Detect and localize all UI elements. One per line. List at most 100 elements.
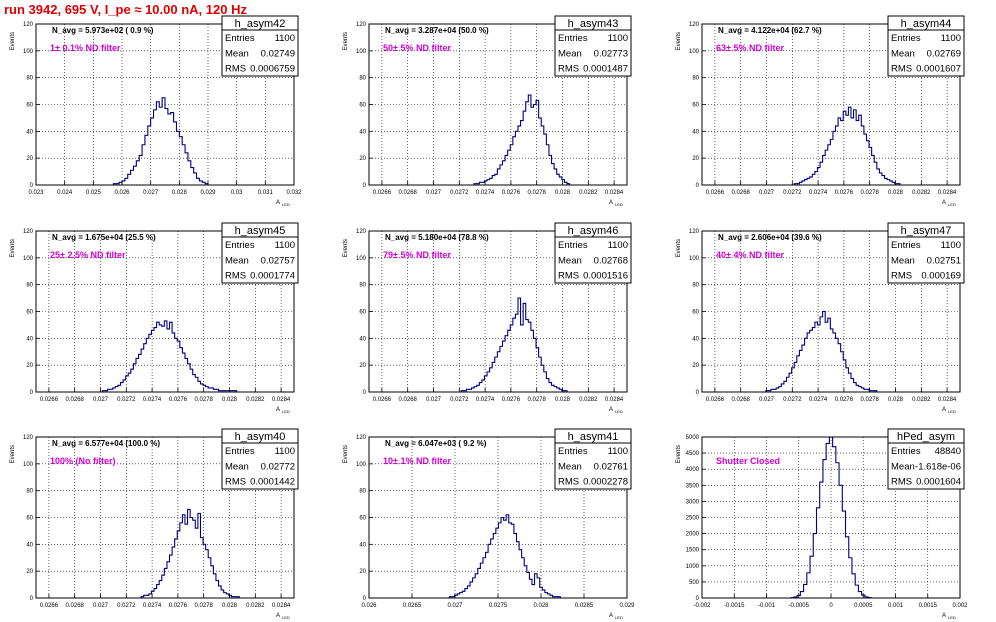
stats-box: [887, 428, 965, 490]
x-axis-label-subscript: LED: [948, 202, 956, 207]
stats-value-mean: 0.02768: [594, 255, 628, 266]
x-tick-label: -0.0015: [724, 603, 745, 609]
x-tick-label: 0.027: [759, 190, 775, 196]
stats-value-mean: -1.618e-06: [915, 461, 961, 472]
stats-label-entries: Entries: [225, 33, 255, 44]
x-axis-label-subscript: LED: [948, 615, 956, 620]
y-tick-label: 80: [359, 76, 366, 82]
x-tick-label: -0.0005: [789, 603, 810, 609]
stats-label-entries: Entries: [558, 33, 588, 44]
y-tick-label: 0: [30, 183, 34, 189]
y-tick-label: 0: [696, 596, 700, 602]
x-axis-label-subscript: LED: [948, 409, 956, 414]
y-tick-label: 60: [359, 310, 366, 316]
y-tick-label: 20: [359, 363, 366, 369]
x-tick-label: 0.0284: [938, 397, 957, 403]
y-tick-label: 80: [692, 76, 699, 82]
x-tick-label: 0.029: [619, 603, 635, 609]
x-tick-label: 0.023: [28, 190, 44, 196]
y-tick-label: 100: [23, 49, 34, 55]
x-tick-label: 0.0274: [476, 190, 495, 196]
x-tick-label: 0.0282: [579, 190, 598, 196]
stats-label-mean: Mean: [558, 48, 582, 59]
stats-box: [554, 428, 632, 490]
stats-value-entries: 1100: [941, 240, 961, 251]
x-tick-label: 0.0278: [528, 397, 547, 403]
y-tick-label: 40: [359, 129, 366, 135]
y-tick-label: 120: [689, 22, 700, 28]
x-tick-label: 0.027: [93, 397, 109, 403]
stats-box: [554, 222, 632, 284]
stats-value-rms: 0.0001774: [250, 271, 295, 282]
x-tick-label: 0.0266: [373, 190, 392, 196]
filter-label: 40± 4% ND filter: [716, 250, 784, 260]
y-tick-label: 20: [359, 156, 366, 162]
stats-value-entries: 1100: [608, 446, 628, 457]
stats-value-mean: 0.02751: [927, 255, 961, 266]
stats-label-entries: Entries: [891, 240, 921, 251]
x-tick-label: 0.001: [888, 603, 904, 609]
x-axis-label-main: A: [942, 613, 946, 619]
y-tick-label: 100: [356, 462, 367, 468]
x-tick-label: 0.0272: [117, 603, 136, 609]
y-tick-label: 60: [26, 516, 33, 522]
x-axis-label-subscript: LED: [282, 202, 290, 207]
stats-value-mean: 0.02772: [261, 461, 295, 472]
x-axis-label-main: A: [942, 200, 946, 206]
x-tick-label: 0.028: [888, 397, 904, 403]
y-tick-label: 500: [689, 580, 700, 586]
stats-label-mean: Mean: [225, 48, 249, 59]
stats-label-mean: Mean: [891, 461, 915, 472]
y-tick-label: 100: [23, 462, 34, 468]
x-tick-label: 0.0282: [912, 397, 931, 403]
x-tick-label: 0.0005: [854, 603, 873, 609]
y-tick-label: 80: [692, 283, 699, 289]
x-tick-label: 0.0274: [476, 397, 495, 403]
x-axis-label: A LED: [276, 200, 290, 207]
y-tick-label: 4000: [686, 467, 700, 473]
filter-label: 50± 5% ND filter: [383, 43, 451, 53]
y-tick-label: 40: [26, 542, 33, 548]
stats-box-title: h_asym40: [235, 431, 286, 443]
navg-label: N_avg = 2.606e+04 (39.6 %): [718, 233, 822, 242]
x-tick-label: 0.0274: [809, 190, 828, 196]
x-tick-label: 0.0268: [732, 397, 751, 403]
x-axis-label: A LED: [942, 200, 956, 207]
histogram-panel-h_asym40: 0.0266 0.0268 0.027 0.0272 0.0274 0.0276 0.027…: [10, 428, 299, 620]
x-tick-label: 0.0265: [403, 603, 422, 609]
x-tick-label: 0.0284: [605, 397, 624, 403]
y-tick-label: 0: [363, 390, 367, 396]
y-tick-label: 100: [689, 256, 700, 262]
x-tick-label: 0.0284: [605, 190, 624, 196]
x-axis-label-main: A: [609, 613, 613, 619]
stats-box-title: h_asym45: [235, 225, 286, 237]
navg-label: N_avg = 4.122e+04 (62.7 %): [718, 26, 822, 35]
x-tick-label: 0.0278: [861, 397, 880, 403]
x-tick-label: 0.0282: [912, 190, 931, 196]
x-tick-label: 0.027: [93, 603, 109, 609]
x-tick-label: 0.0278: [195, 603, 214, 609]
stats-value-entries: 1100: [941, 33, 961, 44]
y-tick-label: 3500: [686, 483, 700, 489]
y-tick-label: 3000: [686, 499, 700, 505]
stats-label-rms: RMS: [891, 477, 912, 488]
x-tick-label: 0: [829, 603, 833, 609]
navg-label: N_avg = 5.180e+04 (78.8 %): [385, 233, 489, 242]
stats-label-mean: Mean: [225, 255, 249, 266]
stats-label-entries: Entries: [891, 33, 921, 44]
x-tick-label: 0.027: [426, 190, 442, 196]
histogram-line: [140, 508, 240, 598]
stats-value-rms: 0.0006759: [250, 64, 295, 75]
x-tick-label: 0.0278: [195, 397, 214, 403]
x-tick-label: 0.027: [143, 190, 159, 196]
x-tick-label: 0.0272: [450, 397, 469, 403]
x-tick-label: 0.0276: [502, 190, 521, 196]
stats-value-entries: 1100: [608, 240, 628, 251]
x-tick-label: 0.027: [426, 397, 442, 403]
y-tick-label: 120: [356, 22, 367, 28]
stats-label-rms: RMS: [891, 64, 912, 75]
y-tick-label: 0: [363, 183, 367, 189]
x-tick-label: 0.0266: [706, 190, 725, 196]
y-tick-label: 80: [359, 283, 366, 289]
y-tick-label: 20: [26, 569, 33, 575]
